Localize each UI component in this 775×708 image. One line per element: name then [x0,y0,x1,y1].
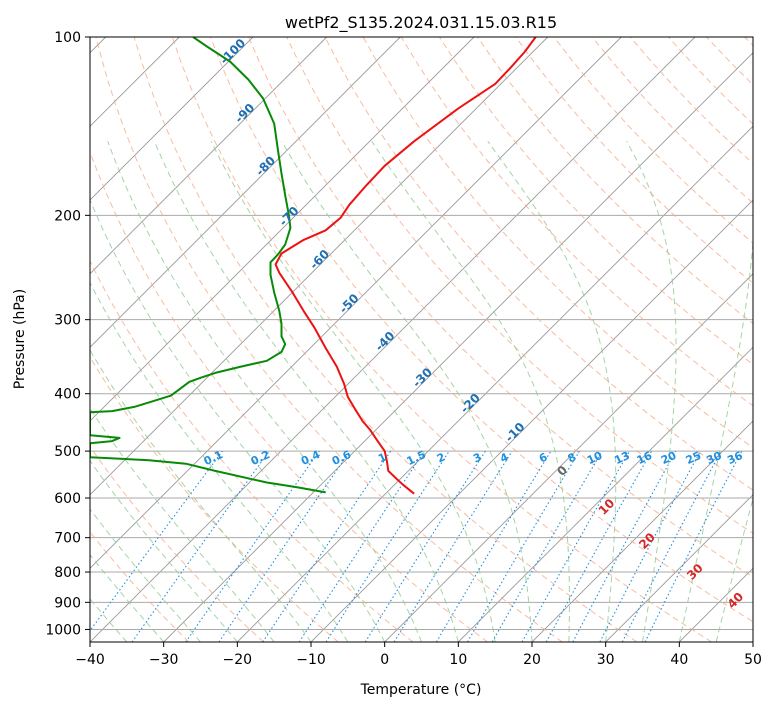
moist-adiabat-line [371,141,570,642]
isotherm-line [90,37,696,642]
profile-series [90,37,537,495]
moist-adiabat-line [153,141,459,642]
x-tick-label: 10 [449,652,467,668]
moist-adiabat-line [626,141,677,642]
mixing-ratio-line [644,450,743,642]
mixing-ratio-line [185,450,320,642]
moist-adiabat-line [90,281,349,642]
mixing-ratio-line [131,450,270,642]
moist-adiabat-line [90,407,275,642]
dry-adiabat-line [171,37,712,642]
moist-adiabat-line [90,349,312,642]
isotherm-line [90,37,549,496]
x-tick-label: −40 [75,652,105,668]
moist-adiabat-line [210,141,496,642]
mixing-ratio-label: 25 [684,449,703,467]
y-tick-label: 300 [54,313,81,329]
x-tick-label: −10 [296,652,326,668]
x-tick-label: 30 [597,652,615,668]
moist-adiabat-line [678,141,753,642]
moist-adiabat-line [90,554,165,642]
isotherm-line [531,420,753,642]
y-tick-label: 800 [54,565,81,581]
mixing-ratio-line [298,450,425,642]
moist-adiabat-line [90,198,386,642]
isotherm-line [605,494,753,642]
isotherm-line [236,125,753,642]
dry-adiabat-line [90,356,339,642]
temperature-series-line [274,37,537,495]
x-axis-label: Temperature (°C) [360,682,482,698]
moist-adiabat-line [90,598,128,642]
dry-adiabat-line [95,37,563,642]
mixing-ratio-line [521,450,630,642]
pressure-gridlines [90,37,753,630]
moist-adiabat-line [281,141,533,642]
y-tick-label: 600 [54,491,81,507]
y-axis-ticks: 100 200 300 400 500 600 700 800 900 1000 [45,30,90,638]
x-tick-label: −30 [149,652,179,668]
x-tick-label: 50 [744,652,762,668]
mixing-ratio-label: 36 [725,449,745,467]
mixing-ratio-line [90,450,223,632]
dry-adiabat-lines [90,37,753,642]
y-tick-label: 900 [54,595,81,611]
y-tick-label: 200 [54,208,81,224]
y-tick-label: 500 [54,444,81,460]
dry-adiabat-line [515,37,753,284]
moist-adiabat-line [90,459,238,642]
x-tick-label: 0 [380,652,389,668]
x-tick-label: 40 [670,652,688,668]
isotherm-line [90,37,475,422]
isotherm-line [90,37,401,348]
x-axis-ticks: −40 −30 −20 −10 0 10 20 30 40 50 [75,642,762,668]
mixing-ratio-lines [90,450,743,642]
mixing-ratio-label: 10 [585,449,605,467]
mixing-ratio-label: 30 [704,449,724,467]
y-tick-label: 700 [54,531,81,547]
y-tick-label: 100 [54,30,81,46]
moist-adiabat-lines [90,141,753,642]
chart-title: wetPf2_S135.2024.031.15.03.R15 [285,13,557,33]
mixing-ratio-line [393,450,513,642]
mixing-ratio-label: 20 [659,449,679,467]
x-tick-label: 20 [523,652,541,668]
dry-adiabat-line [90,259,414,642]
isotherm-line [90,37,328,275]
y-tick-label: 400 [54,387,81,403]
isotherm-line [384,273,753,642]
isotherm-line [163,52,753,642]
dry-adiabat-line [210,37,753,623]
mixing-ratio-label: 16 [635,449,655,467]
mixing-ratio-line [325,450,450,642]
mixing-ratio-line [262,450,392,642]
isotherm-line [90,37,622,569]
mixing-ratio-line [572,450,677,642]
plot-frame [89,36,754,643]
moist-adiabat-line [487,141,617,642]
dry-adiabat-line [324,37,753,491]
isotherm-lines [90,37,753,642]
mixing-ratio-label: 13 [612,449,631,467]
x-tick-label: −20 [223,652,253,668]
dry-adiabat-line [133,37,638,642]
y-axis-label: Pressure (hPa) [12,289,28,389]
y-tick-label: 1000 [45,622,81,638]
moist-adiabat-line [107,141,422,642]
moist-adiabat-line [715,496,753,642]
moist-adiabat-line [90,508,201,642]
dry-adiabat-line [248,37,753,578]
mixing-ratio-line [218,450,351,642]
dry-adiabat-line [286,37,753,534]
isotherm-line [457,346,753,642]
dewpoint-series-line [90,37,326,494]
isotherm-line [90,37,254,201]
mixing-ratio-line [545,450,653,642]
dry-adiabat-line [90,445,264,642]
